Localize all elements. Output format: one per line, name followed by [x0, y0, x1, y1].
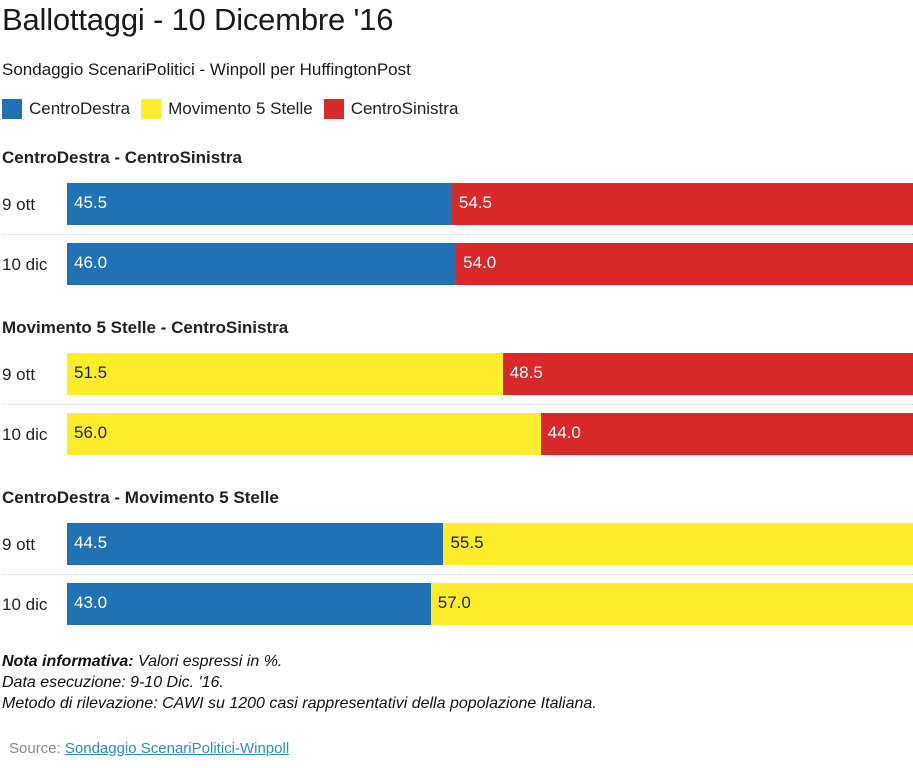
legend-swatch — [2, 99, 22, 119]
data-label: 54.5 — [458, 193, 493, 212]
chart-subtitle: Sondaggio ScenariPolitici - Winpoll per … — [2, 60, 411, 79]
legend-item-m5s: Movimento 5 Stelle — [141, 99, 313, 119]
bar-track: 46.0 54.0 — [67, 243, 913, 285]
row-label: 10 dic — [2, 255, 48, 274]
group-title: CentroDestra - CentroSinistra — [2, 148, 242, 167]
note-text: Valori espressi in %. — [133, 653, 283, 670]
bar-segment: 48.5 — [502, 353, 913, 395]
bar-segment: 57.0 — [430, 583, 913, 625]
bar-track: 45.5 54.5 — [67, 183, 913, 225]
bar-segment: 54.0 — [456, 243, 913, 285]
bar-track: 43.0 57.0 — [67, 583, 913, 625]
data-label: 46.0 — [74, 253, 108, 272]
legend-swatch — [141, 99, 162, 119]
bar-track: 51.5 48.5 — [67, 353, 913, 395]
data-label: 44.0 — [547, 423, 581, 442]
bar-segment: 44.0 — [540, 413, 913, 455]
data-label: 48.5 — [509, 363, 543, 382]
notes: Nota informativa: Valori espressi in %. … — [2, 651, 597, 714]
row-label: 9 ott — [2, 195, 36, 214]
data-label: 43.0 — [74, 593, 108, 612]
bar-segment: 43.0 — [67, 583, 431, 625]
bar-segment: 55.5 — [443, 523, 913, 565]
source: Source: Sondaggio ScenariPolitici-Winpol… — [9, 740, 289, 757]
bar-segment: 56.0 — [67, 413, 541, 455]
row-label: 9 ott — [2, 535, 36, 554]
group-title: CentroDestra - Movimento 5 Stelle — [2, 488, 279, 507]
bar-segment: 44.5 — [67, 523, 444, 565]
data-label: 54.0 — [463, 253, 497, 272]
legend-label: Movimento 5 Stelle — [168, 99, 313, 118]
data-label: 51.5 — [74, 363, 108, 382]
source-link[interactable]: Sondaggio ScenariPolitici-Winpoll — [64, 740, 290, 757]
note-line-2: Data esecuzione: 9-10 Dic. '16. — [2, 674, 224, 691]
row-separator — [2, 404, 913, 405]
bar-segment: 54.5 — [451, 183, 913, 225]
row-label: 10 dic — [2, 595, 48, 614]
group-title: Movimento 5 Stelle - CentroSinistra — [2, 318, 289, 337]
data-label: 57.0 — [437, 593, 471, 612]
legend-label: CentroDestra — [29, 99, 131, 118]
row-separator — [2, 574, 913, 575]
row-label: 9 ott — [2, 365, 36, 384]
note-heading: Nota informativa: — [2, 653, 134, 670]
note-line-1: Nota informativa: Valori espressi in %. — [2, 651, 597, 672]
legend-swatch — [323, 99, 344, 119]
bar-segment: 45.5 — [67, 183, 452, 225]
data-label: 45.5 — [74, 193, 108, 212]
data-label: 56.0 — [74, 423, 108, 442]
legend: CentroDestra Movimento 5 Stelle CentroSi… — [2, 99, 469, 119]
legend-label: CentroSinistra — [350, 99, 459, 118]
bar-track: 44.5 55.5 — [67, 523, 913, 565]
legend-item-centrodestra: CentroDestra — [2, 99, 130, 119]
bar-track: 56.0 44.0 — [67, 413, 913, 455]
bar-segment: 51.5 — [67, 353, 503, 395]
bar-segment: 46.0 — [67, 243, 457, 285]
legend-item-centrosinistra: CentroSinistra — [323, 99, 459, 119]
row-separator — [2, 234, 913, 235]
source-prefix: Source: — [9, 740, 65, 757]
note-line-3: Metodo di rilevazione: CAWI su 1200 casi… — [2, 695, 597, 712]
data-label: 55.5 — [450, 533, 484, 552]
row-label: 10 dic — [2, 425, 48, 444]
data-label: 44.5 — [74, 533, 108, 552]
chart-title: Ballottaggi - 10 Dicembre '16 — [2, 2, 394, 37]
